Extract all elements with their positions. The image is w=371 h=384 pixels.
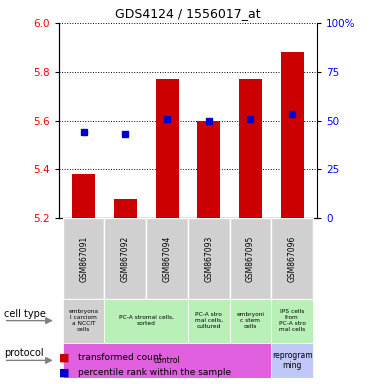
Bar — [105, 299, 188, 343]
Text: percentile rank within the sample: percentile rank within the sample — [78, 368, 231, 377]
Text: ■: ■ — [59, 353, 70, 363]
Bar — [281, 52, 303, 218]
Bar — [197, 121, 220, 218]
Bar — [105, 218, 146, 299]
Bar — [63, 218, 105, 299]
Text: embryona
l carciom
a NCCIT
cells: embryona l carciom a NCCIT cells — [69, 310, 99, 332]
Bar — [230, 299, 271, 343]
Bar — [230, 218, 271, 299]
Text: IPS cells
from
PC-A stro
mal cells: IPS cells from PC-A stro mal cells — [279, 310, 306, 332]
Text: protocol: protocol — [4, 348, 43, 359]
Text: GSM867092: GSM867092 — [121, 235, 130, 281]
Text: reprogram
ming: reprogram ming — [272, 351, 312, 370]
Text: GSM867096: GSM867096 — [288, 235, 297, 281]
Bar — [271, 343, 313, 378]
Bar — [188, 299, 230, 343]
Text: GSM867091: GSM867091 — [79, 235, 88, 281]
Text: ■: ■ — [59, 367, 70, 377]
Text: PC-A stromal cells,
sorted: PC-A stromal cells, sorted — [119, 315, 174, 326]
Text: GSM867095: GSM867095 — [246, 235, 255, 281]
Bar — [155, 79, 178, 218]
Bar — [239, 79, 262, 218]
Text: PC-A stro
mal cells,
cultured: PC-A stro mal cells, cultured — [195, 312, 223, 329]
Bar — [188, 218, 230, 299]
Bar — [72, 174, 95, 218]
Title: GDS4124 / 1556017_at: GDS4124 / 1556017_at — [115, 7, 261, 20]
Text: GSM867093: GSM867093 — [204, 235, 213, 281]
Bar — [271, 218, 313, 299]
Text: GSM867094: GSM867094 — [162, 235, 171, 281]
Text: control: control — [154, 356, 180, 365]
Bar — [63, 299, 105, 343]
Bar — [114, 199, 137, 218]
Bar — [271, 299, 313, 343]
Text: cell type: cell type — [4, 309, 46, 319]
Text: embryoni
c stem
cells: embryoni c stem cells — [236, 312, 265, 329]
Bar — [63, 343, 271, 378]
Bar — [146, 218, 188, 299]
Text: transformed count: transformed count — [78, 353, 162, 362]
